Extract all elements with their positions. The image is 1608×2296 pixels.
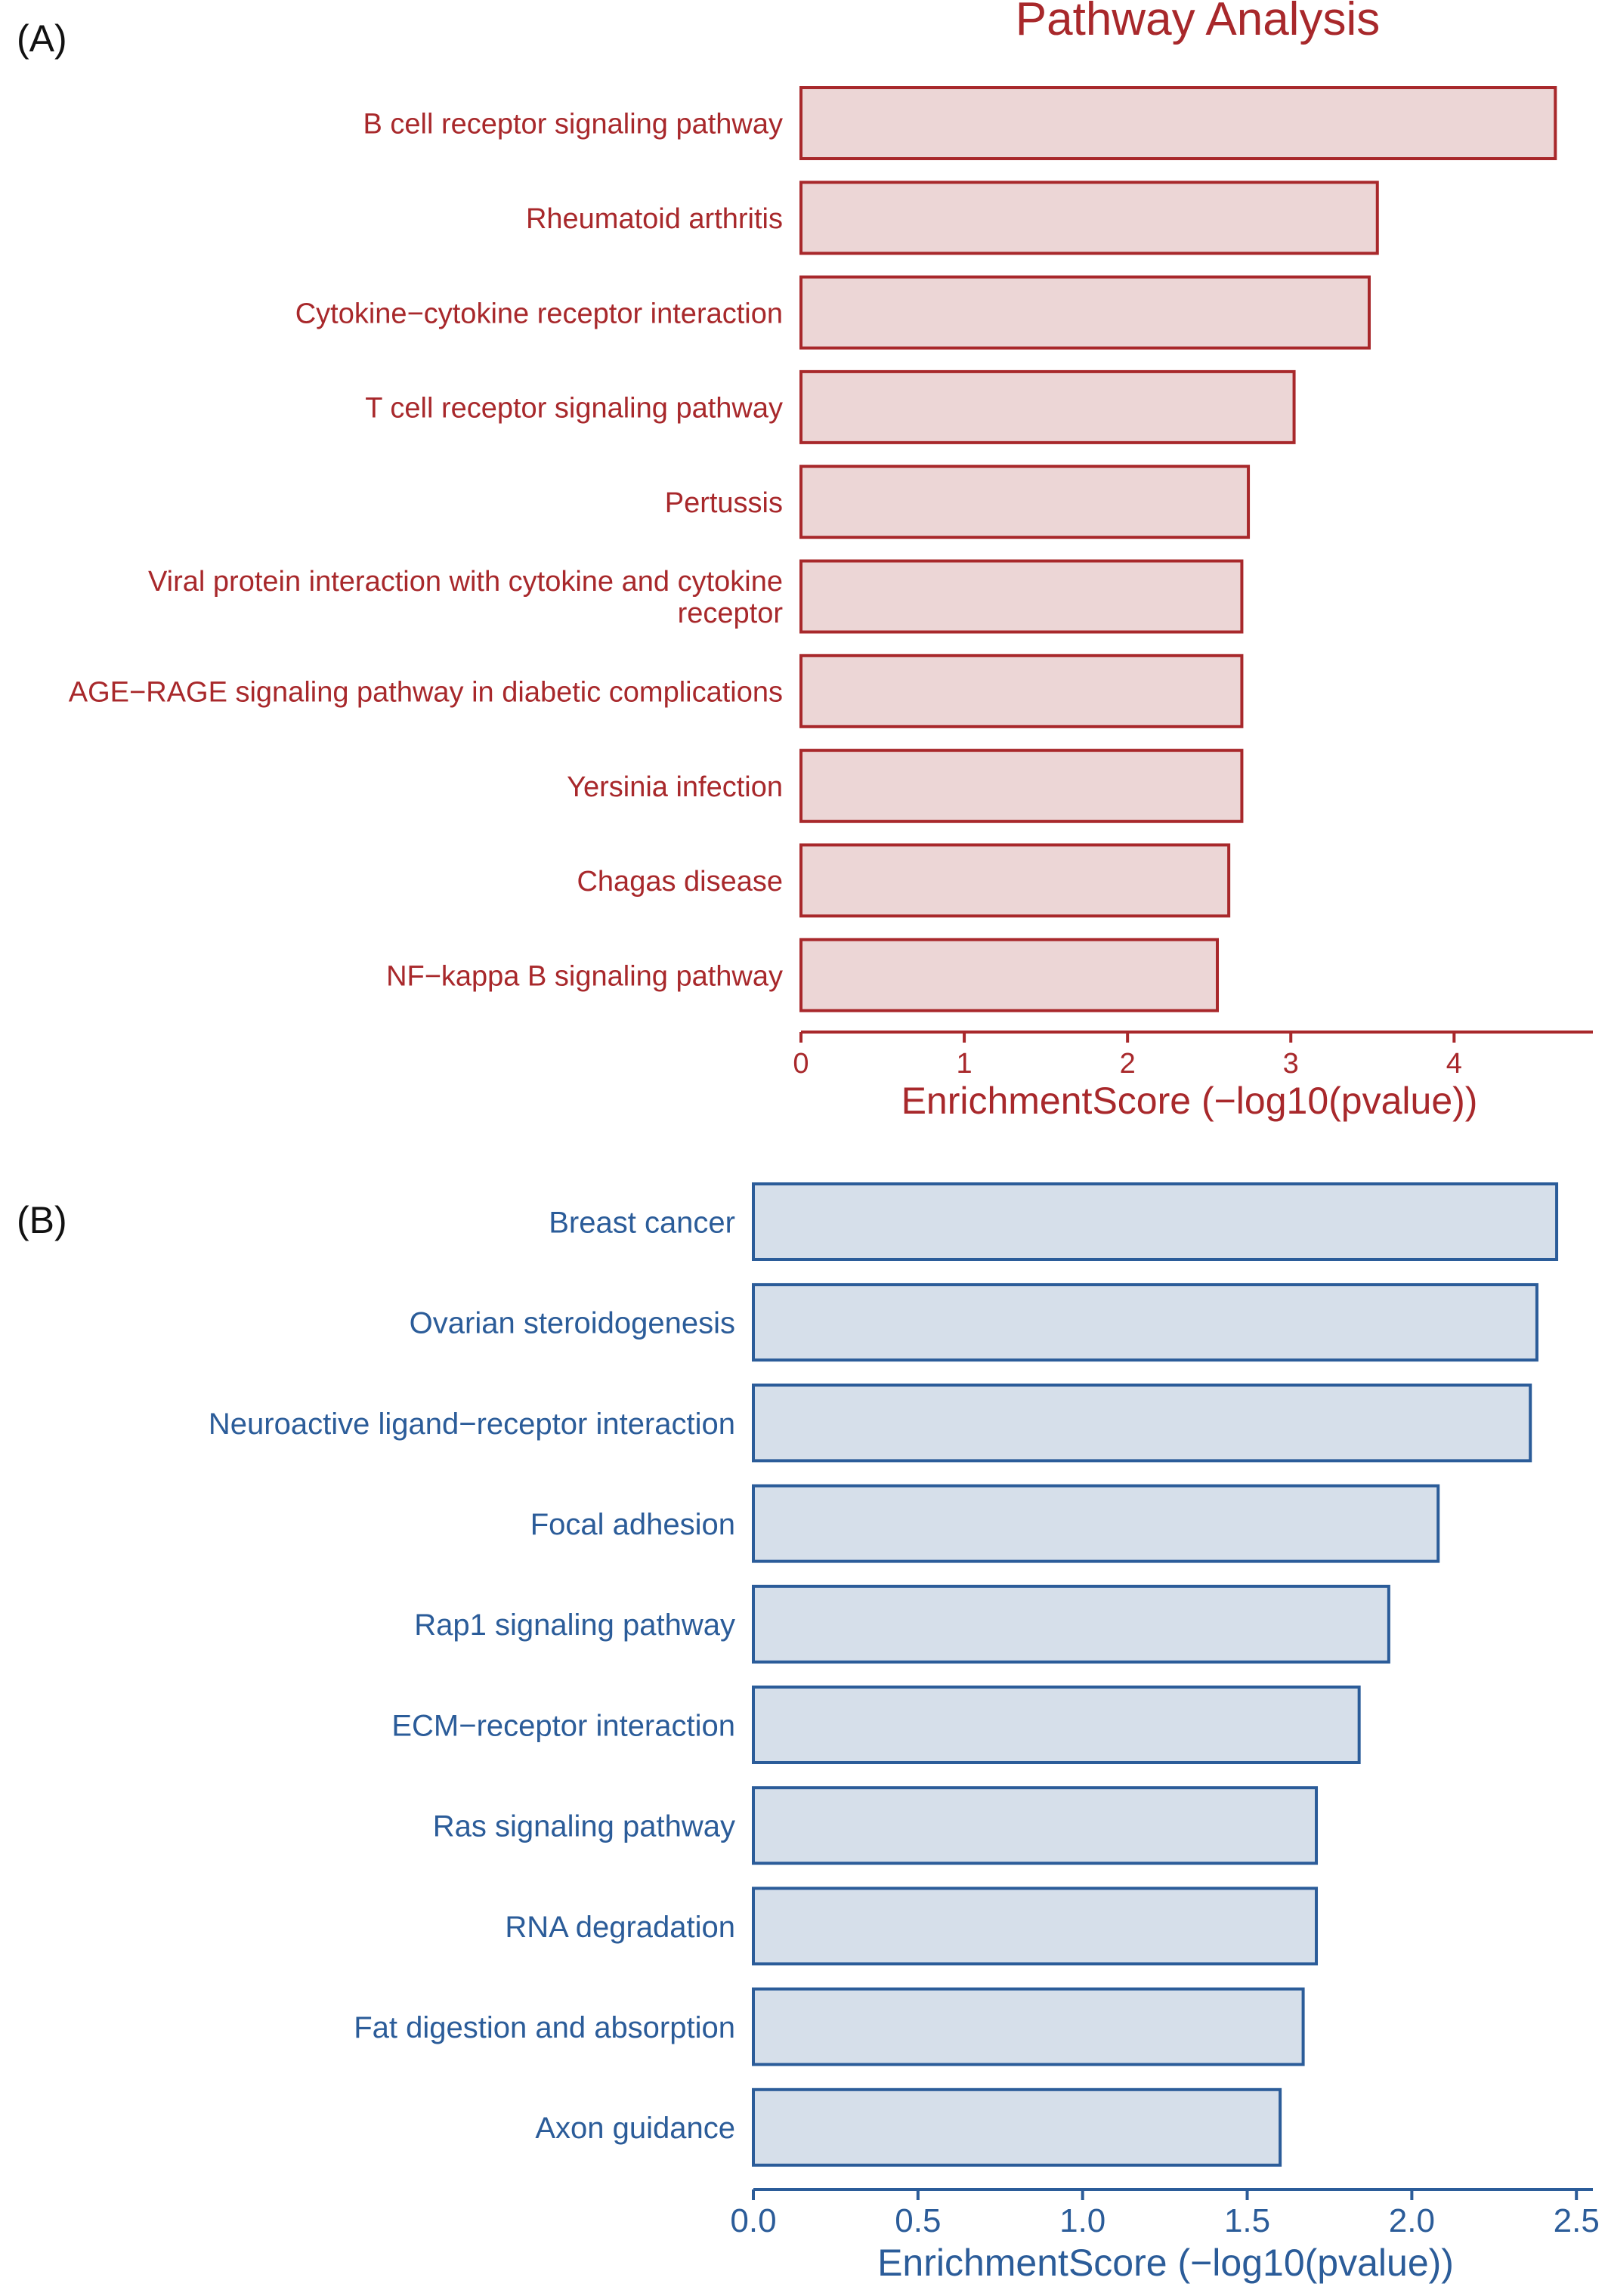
- category-label: Ovarian steroidogenesis: [410, 1307, 735, 1340]
- bar: [752, 1484, 1440, 1563]
- category-label: Fat digestion and absorption: [354, 2011, 735, 2044]
- panel-b: (B) Breast cancer Ovarian steroidogenesis N…: [17, 1182, 1600, 2284]
- bar: [799, 275, 1371, 350]
- bar: [799, 654, 1244, 728]
- panel-label: (B): [17, 1199, 67, 1241]
- panel-a: (A) Pathway Analysis B cell receptor signa…: [17, 0, 1593, 1122]
- bar: [752, 1383, 1532, 1463]
- category-label: Chagas disease: [577, 866, 783, 898]
- category-label: Cytokine−cytokine receptor interaction: [295, 298, 783, 329]
- bar: [752, 1584, 1390, 1664]
- category-label: Ras signaling pathway: [433, 1810, 735, 1843]
- bar: [752, 1182, 1559, 1261]
- category-label: Viral protein interaction with cytokine …: [148, 566, 783, 629]
- category-label: B cell receptor signaling pathway: [363, 109, 783, 141]
- bar: [752, 1283, 1538, 1362]
- category-label: AGE−RAGE signaling pathway in diabetic c…: [69, 676, 783, 708]
- panel-label: (A): [17, 17, 67, 60]
- bar: [799, 749, 1244, 824]
- category-label: Pertussis: [665, 487, 783, 519]
- x-axis-title: EnrichmentScore (−log10(pvalue)): [877, 2242, 1454, 2284]
- category-label: ECM−receptor interaction: [391, 1709, 735, 1742]
- category-label: Focal adhesion: [530, 1508, 735, 1541]
- x-tick-label: 0.5: [895, 2202, 941, 2239]
- x-tick-label: 4: [1446, 1048, 1462, 1080]
- bar: [752, 2087, 1282, 2167]
- category-label: Neuroactive ligand−receptor interaction: [209, 1408, 735, 1441]
- x-tick-label: 0.0: [730, 2202, 776, 2239]
- bar: [799, 86, 1557, 160]
- bar: [752, 1686, 1361, 1764]
- x-tick-label: 2: [1120, 1048, 1136, 1080]
- category-label: Rap1 signaling pathway: [414, 1608, 735, 1642]
- x-tick-label: 1.5: [1224, 2202, 1270, 2239]
- x-tick-label: 2.0: [1389, 2202, 1435, 2239]
- bar: [799, 369, 1296, 444]
- category-label: Breast cancer: [549, 1206, 735, 1239]
- category-label: Rheumatoid arthritis: [526, 203, 783, 235]
- bar: [799, 465, 1251, 539]
- category-label: RNA degradation: [505, 1911, 735, 1944]
- category-label: Yersinia infection: [567, 771, 783, 803]
- category-label: Axon guidance: [535, 2112, 735, 2145]
- category-label: T cell receptor signaling pathway: [365, 393, 783, 425]
- bar: [752, 1987, 1305, 2066]
- bar: [752, 1786, 1319, 1865]
- bar: [799, 843, 1231, 918]
- chart-title: Pathway Analysis: [1016, 0, 1380, 45]
- x-tick-label: 2.5: [1554, 2202, 1600, 2239]
- bar: [752, 1887, 1319, 1966]
- x-axis-title: EnrichmentScore (−log10(pvalue)): [901, 1080, 1478, 1122]
- bar: [799, 938, 1220, 1012]
- x-tick-label: 1.0: [1059, 2202, 1106, 2239]
- x-tick-label: 1: [957, 1048, 973, 1080]
- bar: [799, 181, 1379, 255]
- x-tick-label: 0: [793, 1048, 809, 1080]
- bar: [799, 559, 1244, 634]
- category-label: NF−kappa B signaling pathway: [386, 960, 783, 992]
- x-tick-label: 3: [1283, 1048, 1299, 1080]
